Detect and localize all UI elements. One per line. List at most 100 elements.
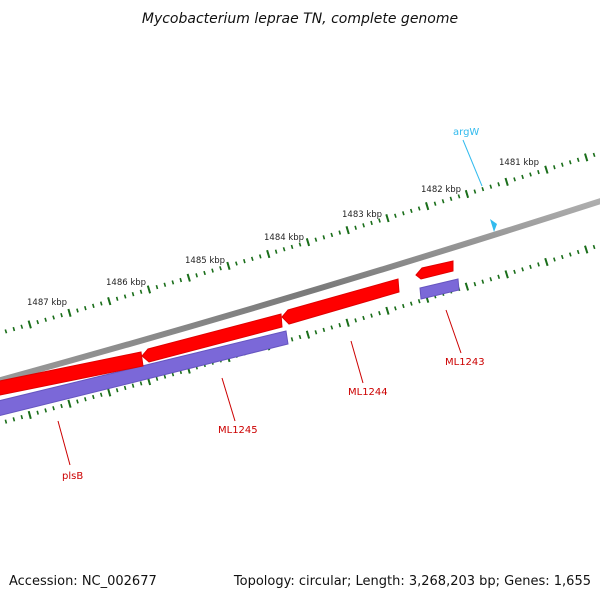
inner-tick-45 [345, 318, 350, 327]
feature-ML1243-cds[interactable] [415, 260, 454, 280]
outer-tick-9 [60, 312, 63, 318]
outer-tick-ring [4, 152, 596, 334]
outer-tick-45 [345, 226, 350, 235]
outer-tick-26 [195, 273, 198, 278]
outer-tick-2 [4, 329, 8, 334]
outer-tick-74 [576, 157, 580, 162]
inner-tick-12 [84, 397, 87, 402]
leader-ML1243 [445, 309, 462, 354]
label-plsB: plsB [62, 471, 83, 482]
outer-tick-8 [52, 315, 55, 320]
inner-tick-76 [592, 244, 596, 250]
label-ML1245: ML1245 [218, 425, 258, 436]
inner-tick-51 [394, 306, 397, 311]
outer-tick-6 [36, 319, 40, 325]
inner-tick-3 [12, 417, 16, 422]
inner-tick-5 [27, 410, 32, 420]
outer-tick-5 [27, 320, 32, 329]
leader-plsB [57, 420, 71, 466]
accession-text: Accession: NC_002677 [9, 574, 157, 589]
outer-tick-28 [211, 268, 214, 273]
feature-ML1245-cds[interactable] [141, 313, 283, 363]
inner-tick-7 [44, 408, 47, 413]
inner-tick-67 [521, 267, 524, 272]
label-ML1243: ML1243 [445, 357, 485, 368]
inner-tick-66 [513, 269, 516, 275]
inner-tick-69 [537, 262, 540, 267]
inner-tick-63 [489, 277, 493, 282]
outer-tick-4 [20, 324, 24, 329]
outer-tick-29 [219, 266, 222, 271]
inner-tick-13 [92, 394, 95, 400]
inner-tick-61 [473, 281, 477, 287]
outer-tick-50 [385, 214, 390, 223]
inner-tick-47 [362, 315, 365, 321]
outer-tick-17 [123, 294, 127, 299]
outer-tick-20 [146, 285, 152, 294]
outer-tick-55 [425, 202, 430, 211]
topology-text: Topology: circular; Length: 3,268,203 bp… [233, 574, 591, 589]
outer-tick-66 [513, 177, 516, 182]
genome-backbone [0, 198, 600, 384]
outer-tick-60 [464, 189, 470, 199]
inner-tick-44 [338, 322, 342, 328]
inner-tick-75 [584, 245, 589, 254]
label-ML1244: ML1244 [348, 387, 388, 398]
leader-ML1244 [350, 340, 364, 384]
outer-tick-61 [473, 189, 477, 194]
outer-tick-30 [226, 261, 231, 270]
outer-tick-43 [330, 232, 334, 238]
outer-tick-19 [139, 289, 143, 294]
outer-tick-41 [314, 237, 318, 242]
tick-label-1486: 1486 kbp [106, 278, 146, 288]
inner-tick-21 [155, 376, 159, 381]
inner-tick-43 [330, 325, 334, 330]
outer-tick-37 [282, 247, 286, 252]
outer-tick-36 [274, 249, 278, 254]
feature-ML1244-cds[interactable] [281, 278, 400, 325]
inner-tick-4 [20, 415, 24, 420]
inner-tick-8 [52, 406, 55, 411]
outer-tick-16 [115, 296, 119, 301]
outer-tick-38 [290, 244, 294, 250]
outer-tick-64 [497, 182, 501, 187]
tick-label-1484: 1484 kbp [264, 233, 304, 243]
outer-tick-63 [489, 184, 493, 189]
outer-tick-62 [481, 186, 485, 192]
inner-tick-38 [290, 337, 294, 342]
outer-tick-67 [521, 174, 524, 180]
feature-argW[interactable] [490, 219, 497, 232]
inner-tick-50 [385, 306, 390, 315]
outer-tick-57 [441, 199, 445, 204]
outer-tick-58 [449, 196, 453, 201]
outer-tick-47 [362, 223, 365, 228]
tick-label-1487: 1487 kbp [27, 298, 67, 308]
map-title: Mycobacterium leprae TN, complete genome [142, 11, 458, 27]
inner-tick-2 [4, 419, 8, 424]
outer-tick-22 [163, 282, 167, 287]
inner-tick-16 [115, 388, 119, 393]
feature-plsB-cds[interactable] [0, 351, 144, 397]
outer-tick-31 [235, 261, 238, 266]
feature-track [0, 219, 497, 418]
outer-tick-23 [171, 280, 175, 285]
outer-tick-18 [131, 291, 135, 297]
inner-tick-53 [409, 301, 413, 306]
inner-tick-70 [544, 257, 549, 267]
inner-tick-42 [322, 327, 326, 333]
inner-tick-46 [354, 318, 357, 323]
inner-tick-64 [497, 274, 501, 279]
feature-ML1245-gene[interactable] [0, 330, 289, 418]
inner-tick-ring [4, 244, 596, 424]
outer-tick-35 [266, 249, 271, 259]
outer-tick-15 [107, 297, 112, 306]
outer-tick-59 [457, 194, 461, 199]
feature-ML1243-gene[interactable] [419, 278, 460, 300]
leader-ML1245 [221, 377, 236, 422]
outer-tick-49 [378, 218, 381, 223]
inner-tick-60 [464, 282, 470, 291]
outer-tick-32 [243, 258, 246, 264]
inner-tick-72 [560, 254, 564, 260]
inner-tick-48 [370, 313, 373, 318]
